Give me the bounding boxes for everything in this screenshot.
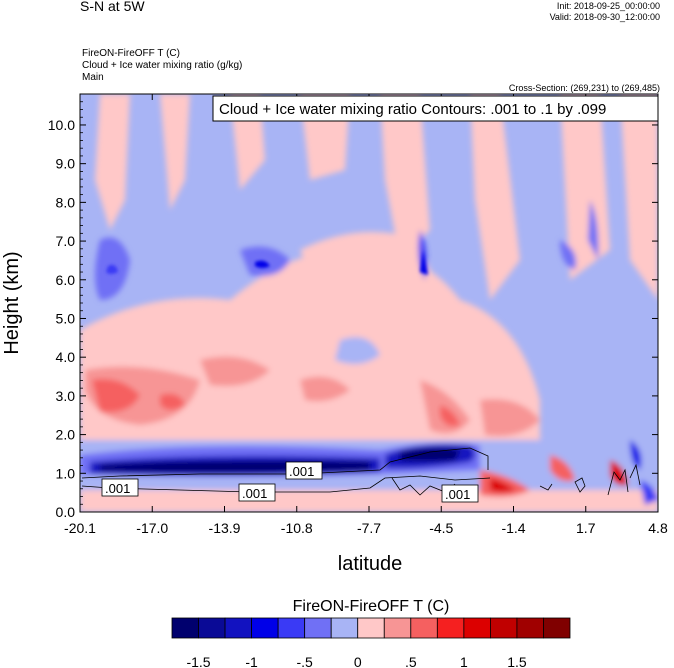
colorbar-tick-label: 0 — [354, 654, 362, 668]
y-tick-label: 4.0 — [56, 349, 76, 365]
valid-time: Valid: 2018-09-30_12:00:00 — [549, 12, 660, 22]
colorbar-tick-label: -.5 — [296, 654, 313, 668]
y-tick-label: 1.0 — [56, 465, 76, 481]
svg-text:.001: .001 — [445, 487, 470, 502]
x-tick-label: -10.8 — [281, 520, 313, 536]
y-tick-label: 9.0 — [56, 156, 76, 172]
x-tick-label: -4.5 — [429, 520, 453, 536]
x-tick-label: -1.4 — [501, 520, 525, 536]
colorbar-swatch — [543, 617, 571, 639]
svg-text:.001: .001 — [242, 486, 267, 501]
x-axis-title: latitude — [338, 553, 403, 575]
y-tick-label: 10.0 — [48, 117, 75, 133]
overlay-title-box — [212, 95, 659, 122]
colorbar-tick-label: 1.5 — [507, 654, 527, 668]
x-axis-ticks: -20.1 -17.0 -13.9 -10.8 -7.7 -4.5 -1.4 1.7 4.8 — [64, 94, 668, 536]
y-tick-label: 8.0 — [56, 194, 76, 210]
x-tick-label: -7.7 — [357, 520, 381, 536]
colorbar-swatch — [357, 617, 385, 639]
field-label-temperature: FireON-FireOFF T (C) — [82, 48, 180, 59]
heatmap-field — [80, 94, 658, 512]
y-tick-label: 5.0 — [56, 310, 76, 326]
colorbar-swatch — [463, 617, 491, 639]
x-tick-label: 4.8 — [648, 520, 668, 536]
init-time: Init: 2018-09-25_00:00:00 — [556, 1, 660, 11]
colorbar-tick-label: .5 — [405, 654, 417, 668]
colorbar-swatch — [410, 617, 438, 639]
y-tick-label: 7.0 — [56, 233, 76, 249]
svg-text:.001: .001 — [105, 481, 130, 496]
colorbar-tick-label: -1.5 — [186, 654, 210, 668]
colorbar-swatch — [251, 617, 279, 639]
colorbar-swatch — [198, 617, 226, 639]
colorbar-swatch — [171, 617, 199, 639]
y-axis-title: Height (km) — [1, 251, 23, 354]
colorbar-tick-label: -1 — [245, 654, 258, 668]
overlay-title: Cloud + Ice water mixing ratio Contours:… — [219, 101, 606, 118]
colorbar-swatch — [489, 617, 518, 639]
x-tick-label: -20.1 — [64, 520, 96, 536]
colorbar-swatch — [383, 617, 412, 639]
svg-text:.001: .001 — [289, 464, 314, 479]
contour-label-2: .001 — [238, 483, 276, 502]
x-tick-label: -17.0 — [136, 520, 168, 536]
domain-label: Main — [82, 72, 104, 83]
contour-label-3: .001 — [285, 461, 323, 480]
contour-label-4: .001 — [441, 484, 479, 503]
colorbar-swatch — [224, 617, 252, 639]
colorbar — [171, 617, 571, 639]
y-tick-label: 6.0 — [56, 272, 76, 288]
colorbar-swatch — [516, 617, 544, 639]
y-axis-ticks: 0.0 1.0 2.0 3.0 4.0 5.0 6.0 7.0 8.0 9.0 10.0 — [48, 93, 658, 520]
colorbar-tick-label: 1 — [460, 654, 468, 668]
colorbar-swatch — [277, 617, 306, 639]
contour-label-1: .001 — [101, 478, 139, 497]
x-tick-label: 1.7 — [576, 520, 596, 536]
field-label-mixing-ratio: Cloud + Ice water mixing ratio (g/kg) — [82, 60, 243, 71]
colorbar-swatch — [436, 617, 465, 639]
colorbar-labels: -1.5 -1 -.5 0 .5 1 1.5 — [186, 654, 526, 668]
y-tick-label: 0.0 — [56, 504, 76, 520]
colorbar-swatch — [330, 617, 359, 639]
colorbar-title: FireON-FireOFF T (C) — [293, 598, 450, 615]
x-tick-label: -13.9 — [209, 520, 241, 536]
cross-section-label: Cross-Section: (269,231) to (269,485) — [508, 83, 660, 93]
plot-title: S-N at 5W — [80, 0, 145, 14]
colorbar-swatch — [304, 617, 332, 639]
y-tick-label: 3.0 — [56, 388, 76, 404]
y-tick-label: 2.0 — [56, 427, 76, 443]
